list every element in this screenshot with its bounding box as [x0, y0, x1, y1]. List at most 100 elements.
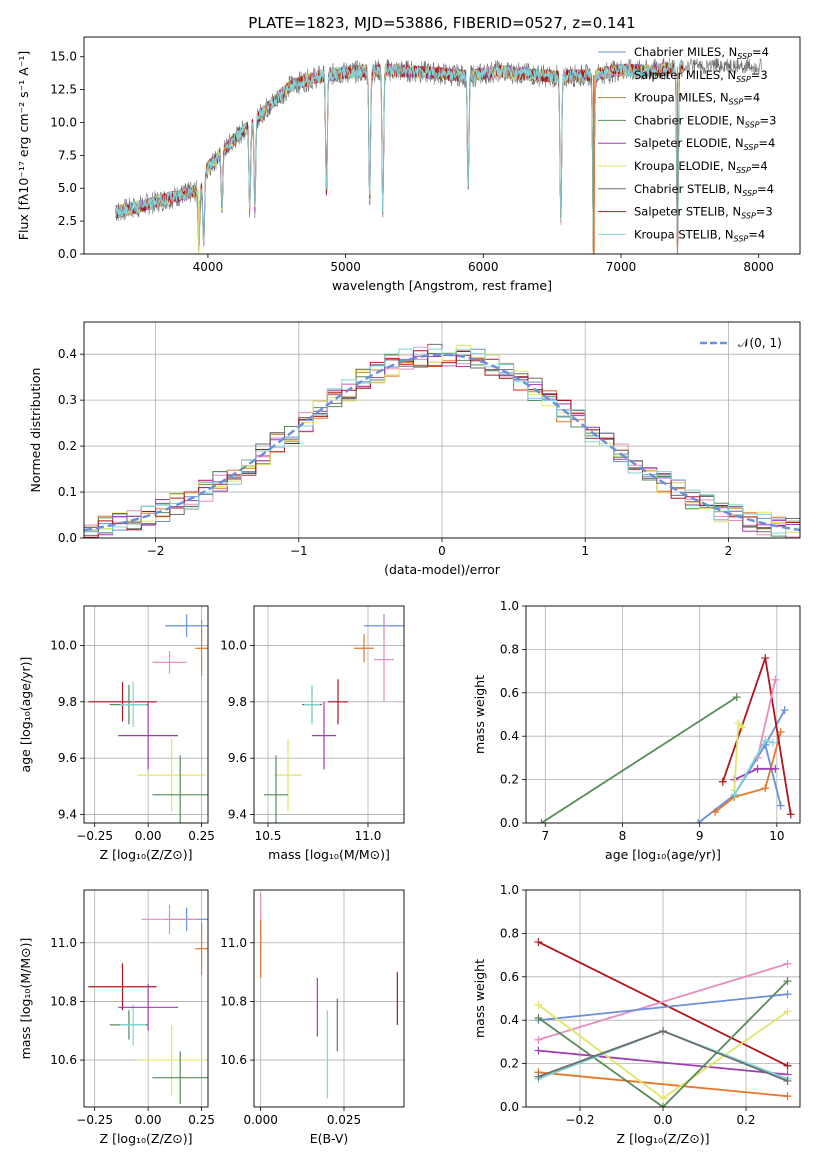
x-tick-label: 10	[769, 829, 784, 843]
spectrum-series-line	[115, 60, 684, 254]
x-tick-label: 4000	[193, 260, 224, 274]
tick-group: −2 −1 0 1 2 0.0 0.1 0.2 0.3 0.4	[58, 322, 800, 558]
age-vs-mass-panel: 10.5 11.0 9.4 9.6 9.8 10.0 mass [log₁₀(M/M⊙)]	[220, 605, 405, 862]
y-tick-label: 10.0	[220, 638, 247, 652]
y-tick-label: 2.5	[58, 214, 77, 228]
legend-label: Chabrier STELIB, NSSP=4	[634, 182, 774, 198]
y-axis-label: mass [log₁₀(M/M⊙)]	[18, 938, 33, 1060]
point-marker	[534, 938, 543, 947]
normal-curve	[84, 353, 800, 532]
x-tick-label: 0.2	[736, 1113, 755, 1127]
legend-label: 𝒩(0, 1)	[738, 336, 782, 350]
point-marker	[718, 777, 727, 786]
y-tick-label: 10.8	[50, 994, 77, 1008]
x-tick-label: 6000	[468, 260, 499, 274]
point-marker	[734, 719, 743, 728]
x-tick-label: −0.25	[76, 829, 113, 843]
axes-frame	[253, 889, 405, 1108]
legend-subscript: SSP	[744, 143, 759, 152]
x-tick-label: 0.025	[327, 1113, 361, 1127]
point-marker	[732, 693, 741, 702]
axes-frame	[83, 889, 209, 1108]
x-tick-label: −2	[147, 544, 165, 558]
spectrum-series-line	[115, 61, 684, 254]
x-tick-label: 8000	[743, 260, 774, 274]
x-tick-label: 0.0	[653, 1113, 672, 1127]
point-marker	[534, 1046, 543, 1055]
axes-frame	[83, 36, 801, 255]
y-tick-label: 9.8	[58, 695, 77, 709]
x-axis-label: age [log₁₀(age/yr)]	[605, 847, 721, 862]
x-tick-label: 7000	[606, 260, 637, 274]
series-line	[538, 1049, 788, 1076]
y-axis-label: mass weight	[472, 675, 487, 754]
x-axis-label: Z [log₁₀(Z/Z⊙)]	[100, 1131, 193, 1146]
y-tick-label: 0.2	[500, 773, 519, 787]
legend-tail: =4	[757, 182, 774, 196]
point-marker	[534, 1072, 543, 1081]
point-marker	[771, 764, 780, 773]
spectrum-panel: 4000 5000 6000 7000 8000 0.0 2.5 5.0 7.5 10.0 12.5…	[16, 14, 801, 293]
x-tick-label: 0.00	[135, 1113, 162, 1127]
spectrum-series-line	[115, 59, 684, 253]
errorbar-group	[264, 614, 404, 823]
mass-vs-Z-panel: −0.25 0.00 0.25 10.6 10.8 11.0 Z [log₁₀(Z/Z⊙)]…	[18, 889, 215, 1146]
x-tick-label: −0.2	[565, 1113, 594, 1127]
legend-tail: =3	[751, 68, 768, 82]
legend-subscript: SSP	[742, 189, 757, 198]
errorbar-group	[260, 892, 398, 1099]
point-marker	[768, 738, 777, 747]
tick-group: 0.000 0.025 10.6 10.8 11.0	[220, 890, 404, 1127]
legend-subscript: SSP	[737, 52, 752, 61]
legend-tail: =4	[748, 227, 765, 241]
histogram-step	[84, 346, 800, 534]
mass-vs-EBV-panel: 0.000 0.025 10.6 10.8 11.0 E(B-V)	[220, 889, 405, 1146]
y-tick-label: 0.8	[500, 642, 519, 656]
y-tick-label: 1.0	[500, 883, 519, 897]
series-line	[764, 744, 782, 806]
legend-label: Kroupa MILES, NSSP=4	[634, 91, 760, 107]
legend-subscript: SSP	[745, 120, 760, 129]
legend-subscript: SSP	[736, 166, 751, 175]
x-tick-label: 2	[725, 544, 733, 558]
legend-tail: =4	[751, 159, 768, 173]
y-tick-label: 9.4	[228, 808, 247, 822]
axes-frame	[525, 889, 801, 1108]
legend-label: Kroupa ELODIE, NSSP=4	[634, 159, 768, 175]
legend-tail: =4	[758, 136, 775, 150]
chart-title: PLATE=1823, MJD=53886, FIBERID=0527, z=0…	[248, 14, 635, 32]
legend-subscript: SSP	[729, 98, 744, 107]
spectrum-series-line	[115, 62, 684, 254]
legend-subscript: SSP	[736, 75, 751, 84]
point-marker	[786, 810, 795, 819]
histogram-group	[84, 343, 800, 538]
y-tick-label: 0.0	[58, 247, 77, 261]
y-tick-label: 9.8	[228, 695, 247, 709]
point-marker	[783, 1061, 792, 1070]
point-marker	[537, 819, 546, 823]
tick-group: 10.5 11.0 9.4 9.6 9.8 10.0	[220, 606, 404, 843]
y-tick-label: 10.0	[50, 115, 77, 129]
point-marker	[730, 790, 739, 799]
y-axis-label: Normed distribution	[28, 368, 43, 493]
series-line	[537, 980, 789, 1107]
series-line	[538, 962, 788, 1041]
point-marker	[659, 1027, 667, 1036]
y-tick-label: 9.6	[58, 751, 77, 765]
y-tick-label: 0.3	[58, 393, 77, 407]
y-tick-label: 15.0	[50, 50, 77, 64]
x-tick-label: 9	[696, 829, 704, 843]
y-axis-label: age [log₁₀(age/yr)]	[18, 657, 33, 773]
y-tick-label: 11.0	[50, 936, 77, 950]
y-tick-label: 1.0	[500, 599, 519, 613]
x-axis-label: Z [log₁₀(Z/Z⊙)]	[100, 847, 193, 862]
x-tick-label: 11.0	[355, 829, 382, 843]
tick-group: 7 8 9 10 0.0 0.2 0.4 0.6 0.8 1.0	[500, 599, 800, 843]
series-line	[714, 731, 782, 813]
weight-vs-age-panel: 7 8 9 10 0.0 0.2 0.4 0.6 0.8 1.0 age [log₁₀(age/yr…	[472, 599, 801, 862]
x-tick-label: 0.25	[188, 829, 215, 843]
y-tick-label: 9.4	[58, 808, 77, 822]
y-tick-label: 10.8	[220, 994, 247, 1008]
x-axis-label: wavelength [Angstrom, rest frame]	[332, 278, 552, 293]
